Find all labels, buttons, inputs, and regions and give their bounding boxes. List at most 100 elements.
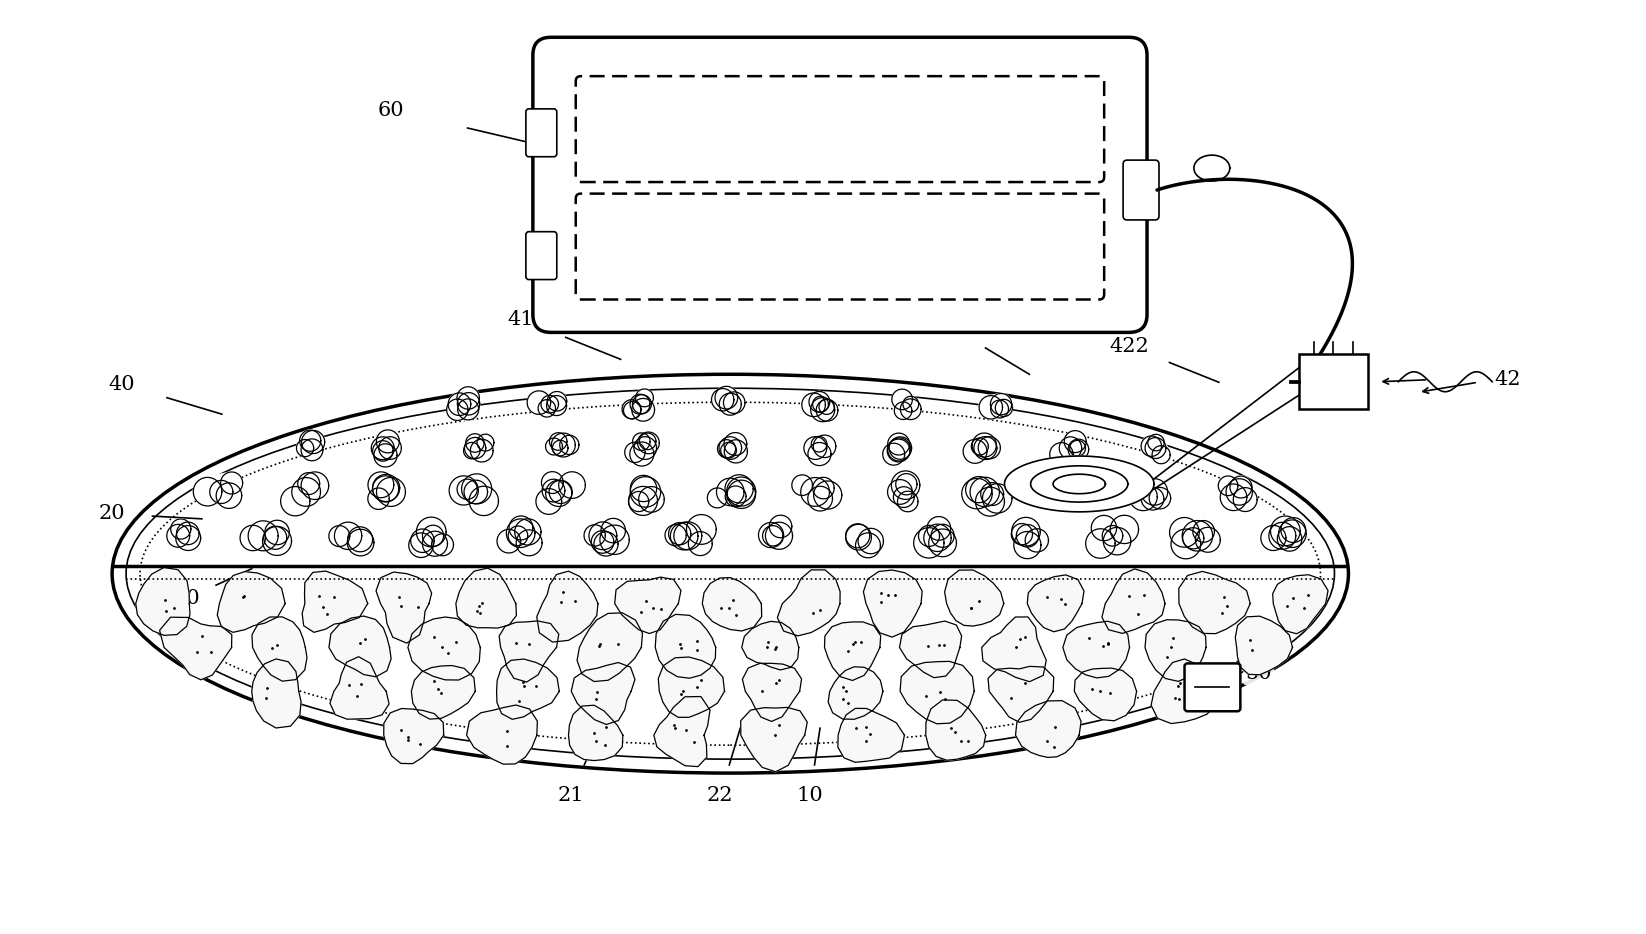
Polygon shape [894,402,912,419]
Polygon shape [301,472,329,500]
Polygon shape [408,617,481,680]
Polygon shape [1011,524,1032,545]
Polygon shape [497,516,542,556]
Polygon shape [166,524,189,547]
Polygon shape [546,391,566,411]
Polygon shape [858,529,884,554]
Polygon shape [718,432,747,463]
Polygon shape [996,400,1012,417]
Polygon shape [578,613,642,682]
Polygon shape [900,661,974,724]
Polygon shape [889,437,912,460]
Polygon shape [1016,700,1081,757]
Polygon shape [263,527,291,556]
Polygon shape [408,517,454,558]
Polygon shape [813,481,841,509]
Polygon shape [803,437,826,460]
Polygon shape [969,477,999,506]
Polygon shape [298,473,319,494]
Polygon shape [375,572,431,644]
Polygon shape [1277,527,1302,551]
Polygon shape [688,531,713,556]
Polygon shape [966,476,993,502]
Polygon shape [372,474,400,502]
Polygon shape [765,522,792,549]
Polygon shape [1050,443,1073,466]
Polygon shape [927,517,951,540]
Polygon shape [497,530,520,553]
Polygon shape [637,432,660,454]
Polygon shape [347,527,372,552]
Polygon shape [1141,436,1162,457]
Polygon shape [334,522,362,549]
Polygon shape [1045,473,1096,510]
Polygon shape [193,472,242,508]
Polygon shape [622,400,640,418]
Polygon shape [925,700,986,760]
Polygon shape [635,389,653,407]
Text: 40: 40 [109,375,135,394]
Polygon shape [629,475,665,516]
Polygon shape [1233,488,1258,512]
Polygon shape [466,705,537,764]
Polygon shape [711,389,734,411]
Polygon shape [408,533,433,558]
Polygon shape [369,472,393,498]
Polygon shape [981,483,1004,505]
Polygon shape [1146,438,1165,459]
Polygon shape [981,617,1047,682]
Polygon shape [724,474,754,502]
Polygon shape [846,524,871,550]
Polygon shape [892,471,920,500]
Polygon shape [1103,526,1123,546]
Polygon shape [461,474,492,504]
Polygon shape [379,437,402,460]
Polygon shape [1141,434,1170,463]
Polygon shape [630,394,650,414]
Polygon shape [724,440,747,463]
Polygon shape [1220,484,1246,511]
Polygon shape [741,707,807,771]
Polygon shape [1075,668,1137,721]
Polygon shape [458,392,479,415]
Text: 10: 10 [797,785,823,804]
Polygon shape [538,400,556,417]
Polygon shape [542,479,565,502]
Polygon shape [1141,479,1167,505]
Polygon shape [900,399,922,419]
Polygon shape [166,519,201,550]
Polygon shape [963,433,1001,463]
Polygon shape [171,519,191,539]
Polygon shape [1152,446,1170,463]
Polygon shape [668,522,691,545]
Polygon shape [584,518,629,556]
Polygon shape [446,399,467,420]
Polygon shape [808,391,830,412]
Polygon shape [864,570,922,637]
Polygon shape [983,484,1012,513]
Polygon shape [726,486,746,507]
Polygon shape [762,526,783,546]
Polygon shape [887,438,910,461]
Polygon shape [813,435,836,458]
Polygon shape [423,525,443,546]
Polygon shape [1218,476,1258,512]
Polygon shape [724,432,747,456]
Polygon shape [176,526,201,550]
Polygon shape [728,480,756,508]
Polygon shape [726,477,756,506]
Polygon shape [542,472,563,493]
Polygon shape [431,534,454,556]
Polygon shape [517,530,542,556]
Polygon shape [639,433,657,449]
Polygon shape [509,526,528,545]
Polygon shape [708,474,756,508]
Polygon shape [614,577,681,633]
Polygon shape [372,430,402,467]
Polygon shape [719,437,742,460]
Polygon shape [296,431,324,460]
Polygon shape [545,432,579,457]
Polygon shape [923,524,951,551]
Polygon shape [456,568,517,628]
Polygon shape [810,398,835,421]
